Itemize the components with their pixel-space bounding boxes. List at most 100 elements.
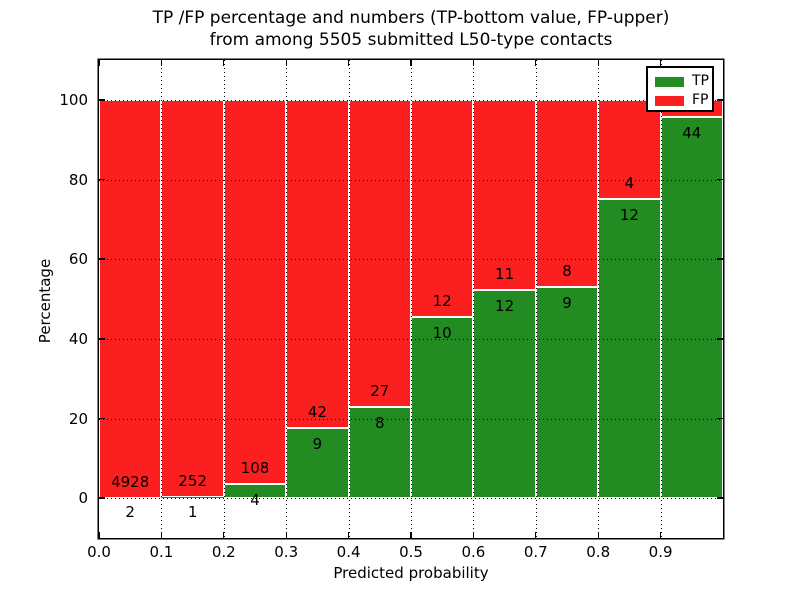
x-tick-label: 0.3 (274, 543, 299, 561)
tp-count-label: 2 (125, 503, 135, 522)
tp-count-label: 4 (250, 490, 260, 509)
fp-legend-swatch (655, 95, 684, 106)
x-tick-mark-top (410, 60, 412, 66)
fp-bar-segment (286, 99, 349, 428)
y-tick-label: 0 (78, 489, 88, 508)
x-tick-mark-top (285, 60, 287, 66)
x-tick-mark (98, 532, 100, 538)
tp-bar-segment (411, 317, 474, 499)
y-tick-mark (99, 99, 105, 101)
tp-count-label: 9 (562, 294, 572, 313)
x-tick-mark-top (347, 60, 350, 66)
tp-count-label: 44 (682, 123, 702, 142)
legend-label-fp: FP (692, 92, 709, 108)
tp-bar-segment (161, 496, 224, 499)
x-tick-mark-top (98, 60, 100, 66)
tp-bar-segment (473, 290, 536, 499)
fp-count-label: 27 (370, 382, 390, 401)
x-tick-label: 0.4 (336, 543, 361, 561)
x-tick-label: 0.0 (87, 543, 111, 561)
y-tick-mark-right (717, 338, 723, 340)
fp-bar-segment (161, 99, 224, 497)
y-tick-mark-right (717, 497, 723, 499)
x-gridline (161, 60, 163, 538)
y-tick-label: 80 (68, 170, 88, 189)
tp-bar-segment (598, 199, 661, 499)
chart-title-line1: TP /FP percentage and numbers (TP-bottom… (152, 8, 670, 28)
x-tick-mark (285, 532, 287, 538)
fp-bar-segment (535, 99, 599, 288)
fp-count-label: 11 (495, 265, 515, 284)
x-tick-mark (535, 532, 537, 538)
x-tick-mark (659, 532, 662, 538)
y-tick-label: 60 (68, 250, 88, 269)
x-gridline (286, 60, 288, 538)
tp-count-label: 8 (375, 414, 385, 433)
tp-bar-segment (286, 427, 349, 499)
fp-count-label: 42 (307, 402, 327, 421)
y-tick-mark (99, 417, 105, 420)
y-tick-mark (99, 258, 105, 260)
fp-bar-segment (99, 99, 162, 498)
fp-bar-segment (348, 99, 411, 408)
y-tick-label: 100 (59, 90, 88, 109)
tp-bar-segment (535, 287, 599, 499)
x-tick-mark-top (223, 60, 225, 66)
fp-count-label: 252 (178, 471, 207, 490)
x-tick-mark-top (535, 60, 537, 66)
x-tick-mark (347, 532, 350, 538)
y-tick-mark-right (717, 258, 723, 260)
fp-bar-segment (411, 99, 474, 318)
chart-title-line2: from among 5505 submitted L50-type conta… (209, 30, 613, 50)
plot-area: 4928 2 252 1 108 4 42 9 27 8 12 10 11 12 8 9 4 12 44 (98, 60, 723, 538)
fp-count-label: 4 (624, 174, 635, 193)
x-gridline (535, 60, 537, 538)
y-tick-mark-right (717, 99, 723, 101)
x-tick-mark (597, 532, 599, 538)
tp-count-label: 10 (432, 324, 452, 343)
y-tick-mark-right (717, 417, 723, 420)
x-gridline (660, 60, 662, 538)
x-tick-mark (160, 532, 163, 538)
chart-title: TP /FP percentage and numbers (TP-bottom… (88, 7, 734, 51)
x-gridline (598, 60, 600, 538)
x-tick-label: 0.8 (586, 543, 611, 561)
tp-count-label: 12 (619, 206, 639, 225)
x-tick-mark (472, 532, 475, 538)
legend-label-tp: TP (692, 73, 709, 89)
x-tick-mark (223, 532, 225, 538)
y-tick-label: 20 (68, 409, 88, 428)
x-tick-label: 0.6 (461, 543, 486, 561)
x-tick-mark (410, 532, 412, 538)
fp-count-label: 108 (240, 459, 270, 477)
legend-item-tp: TP (655, 72, 712, 91)
y-tick-label: 40 (68, 329, 88, 348)
x-axis-label: Predicted probability (333, 564, 489, 582)
tp-count-label: 1 (187, 503, 198, 522)
legend: TP FP (646, 66, 714, 112)
fp-bar-segment (473, 99, 536, 291)
x-tick-label: 0.5 (399, 543, 423, 561)
fp-count-label: 4928 (111, 473, 150, 492)
tp-bar-segment (660, 116, 723, 499)
x-tick-mark-top (160, 60, 163, 66)
tp-count-label: 9 (312, 434, 323, 453)
x-gridline (411, 60, 412, 538)
x-tick-mark-top (659, 60, 662, 66)
tp-legend-swatch (655, 76, 684, 87)
y-tick-mark (99, 178, 105, 181)
fp-count-label: 12 (432, 292, 452, 311)
x-tick-label: 0.9 (648, 543, 673, 561)
y-tick-mark-right (717, 178, 723, 181)
x-tick-label: 0.2 (211, 543, 236, 561)
x-gridline (223, 60, 225, 538)
tp-count-label: 12 (495, 297, 515, 316)
tp-bar-segment (348, 407, 411, 499)
fp-count-label: 8 (562, 262, 572, 281)
x-tick-label: 0.7 (523, 543, 548, 561)
legend-item-fp: FP (655, 91, 712, 110)
x-gridline (473, 60, 475, 538)
x-tick-mark-top (597, 60, 599, 66)
x-gridline (348, 60, 350, 538)
